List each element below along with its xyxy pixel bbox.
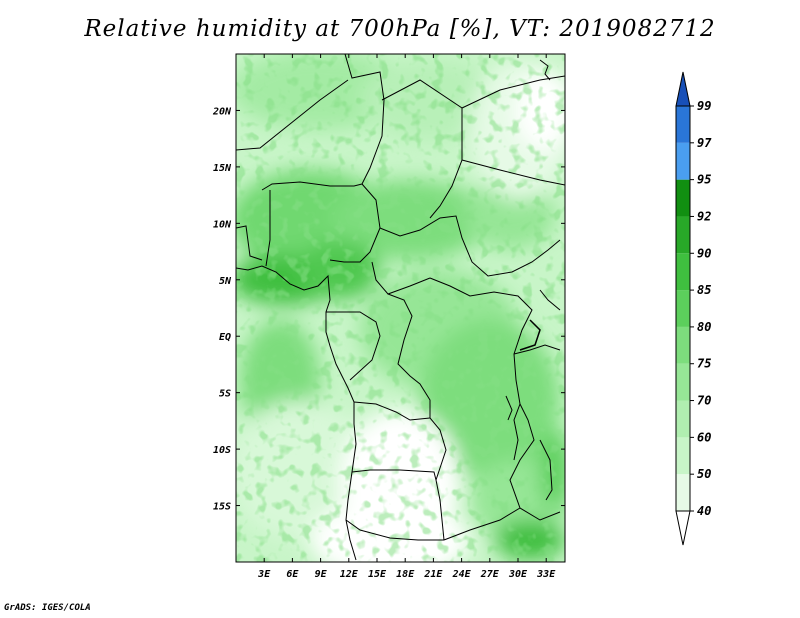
- country-borders: [236, 54, 565, 561]
- colorbar-label: 70: [697, 394, 711, 408]
- lat-tick-label: 5N: [219, 276, 232, 287]
- lon-tick-label: 33E: [536, 569, 556, 580]
- colorbar-swatch: [676, 253, 690, 291]
- humidity-field: [236, 54, 565, 562]
- lon-tick-label: 12E: [340, 569, 359, 580]
- lat-tick-label: 15N: [213, 163, 232, 174]
- colorbar-label: 40: [697, 504, 711, 518]
- colorbar-swatch: [676, 142, 690, 180]
- colorbar-label: 99: [697, 99, 711, 113]
- colorbar-swatch: [676, 216, 690, 254]
- map-frame: [235, 53, 566, 563]
- lon-tick-label: 9E: [315, 569, 328, 580]
- lat-tick-label: EQ: [219, 332, 231, 343]
- colorbar-label: 97: [697, 136, 712, 150]
- lon-tick-label: 18E: [396, 569, 415, 580]
- colorbar-swatch: [676, 363, 690, 401]
- colorbar-label: 80: [697, 320, 711, 334]
- colorbar-swatch: [676, 474, 690, 511]
- colorbar-swatch: [676, 290, 690, 327]
- colorbar-label: 92: [697, 209, 711, 223]
- lon-tick-label: 24E: [452, 569, 472, 580]
- lon-tick-label: 3E: [257, 569, 271, 580]
- lat-tick-label: 20N: [212, 106, 232, 117]
- map-axes: 3E 6E 9E 12E 15E 18E 21E 24E 27E 30E 33E 20N 15N 10N 5…: [212, 54, 565, 580]
- colorbar-label: 50: [697, 467, 711, 481]
- colorbar-underflow-triangle: [675, 510, 691, 546]
- map-title: Relative humidity at 700hPa [%], VT: 201…: [84, 16, 716, 42]
- lat-tick-label: 10N: [213, 219, 232, 230]
- lon-tick-label: 15E: [368, 569, 387, 580]
- colorbar-swatch: [676, 437, 690, 475]
- colorbar-frame: [675, 105, 691, 512]
- lat-tick-label: 5S: [219, 389, 231, 400]
- colorbar-swatch: [676, 106, 690, 143]
- atlantic-coastline: [236, 265, 357, 561]
- field-texture: [236, 54, 565, 562]
- colorbar-overflow-triangle: [675, 71, 691, 107]
- lat-tick-label: 10S: [213, 445, 231, 456]
- lon-tick-label: 6E: [286, 569, 299, 580]
- colorbar-swatch: [676, 179, 690, 217]
- lon-tick-label: 21E: [423, 569, 443, 580]
- lat-tick-label: 15S: [213, 502, 231, 513]
- lon-tick-label: 30E: [508, 569, 528, 580]
- colorbar-swatch: [676, 400, 690, 438]
- colorbar: 40 50 60 70 75 80 85 90 92 95 97 99: [675, 71, 712, 546]
- colorbar-label: 75: [697, 357, 711, 371]
- software-credit: GrADS: IGES/COLA: [4, 603, 91, 613]
- colorbar-label: 85: [697, 283, 711, 297]
- colorbar-swatch: [676, 326, 690, 364]
- lon-tick-label: 27E: [480, 569, 500, 580]
- colorbar-label: 95: [697, 173, 711, 187]
- colorbar-label: 90: [697, 246, 711, 260]
- colorbar-label: 60: [697, 430, 711, 444]
